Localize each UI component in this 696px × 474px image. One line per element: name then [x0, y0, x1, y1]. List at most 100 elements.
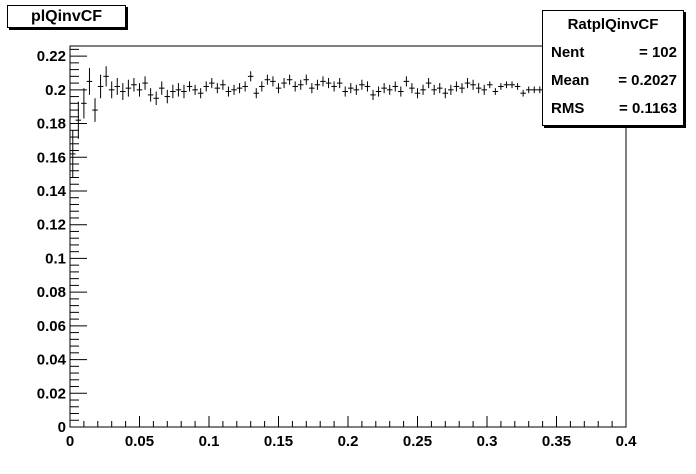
data-point: [153, 91, 159, 106]
canvas-title: plQinvCF: [7, 5, 126, 28]
data-point: [131, 78, 137, 92]
data-point: [303, 74, 310, 85]
x-tick-label: 0.15: [264, 433, 293, 450]
data-point: [231, 84, 237, 95]
stats-value: = 0.1163: [619, 100, 677, 117]
y-tick-label: 0.02: [37, 385, 66, 402]
data-point: [531, 86, 538, 94]
data-point: [436, 83, 443, 94]
data-point: [164, 89, 171, 104]
data-point: [86, 67, 93, 95]
stats-label: Nent: [551, 44, 585, 61]
data-point: [186, 81, 193, 92]
data-point: [537, 86, 543, 94]
data-point: [309, 83, 315, 94]
data-point: [108, 81, 115, 99]
data-point: [420, 84, 426, 95]
data-point: [392, 81, 399, 92]
data-point: [253, 88, 260, 99]
stats-row-mean: Mean = 0.2027: [551, 72, 677, 89]
data-point: [475, 83, 482, 94]
data-point: [292, 81, 298, 92]
stats-row-rms: RMS = 0.1163: [551, 100, 677, 117]
data-point: [492, 88, 499, 95]
data-point: [264, 74, 271, 85]
stats-value: = 102: [639, 44, 677, 61]
x-tick-label: 0.25: [403, 433, 432, 450]
data-point: [453, 81, 460, 92]
y-tick-label: 0.16: [37, 149, 66, 166]
y-tick-label: 0.04: [37, 352, 67, 369]
y-tick-label: 0.12: [37, 217, 66, 234]
data-point: [470, 79, 476, 90]
data-point: [97, 74, 104, 99]
y-tick-label: 0.14: [37, 183, 67, 200]
data-point: [247, 71, 254, 82]
data-point: [342, 86, 348, 97]
x-tick-label: 0.3: [477, 433, 498, 450]
stats-title: RatplQinvCF: [567, 16, 659, 33]
data-point: [525, 86, 532, 94]
data-point: [503, 81, 510, 89]
x-tick-label: 0.4: [616, 433, 638, 450]
data-point: [203, 81, 209, 92]
data-point: [520, 89, 526, 97]
data-point: [464, 78, 471, 89]
data-point: [375, 86, 382, 97]
stats-label: RMS: [551, 100, 585, 117]
stats-value: = 0.2027: [618, 72, 677, 89]
data-point: [209, 78, 215, 89]
data-point: [286, 74, 293, 85]
data-point: [142, 76, 148, 90]
data-point: [70, 130, 76, 178]
data-point: [103, 66, 109, 87]
data-point: [409, 83, 415, 94]
data-point: [275, 83, 282, 94]
data-point: [336, 78, 343, 89]
data-point: [314, 79, 321, 90]
data-points: [70, 66, 626, 178]
data-point: [158, 81, 165, 95]
data-point: [353, 84, 360, 95]
data-point: [270, 76, 276, 87]
data-point: [214, 83, 221, 94]
data-point: [181, 84, 187, 99]
data-point: [125, 79, 132, 97]
data-point: [297, 79, 304, 90]
data-point: [459, 83, 465, 94]
data-point: [197, 88, 204, 99]
axes: 0 0.05 0.1 0.15 0.2 0.25 0.3 0.35 0.4 0 0.02 0.04 0.…: [37, 48, 637, 450]
x-tick-label: 0.1: [199, 433, 220, 450]
y-tick-label: 0.06: [37, 318, 66, 335]
data-point: [442, 88, 449, 99]
data-point: [75, 101, 82, 139]
data-point: [170, 84, 176, 99]
data-point: [398, 86, 404, 97]
data-point: [320, 76, 326, 87]
data-point: [403, 76, 410, 87]
y-tick-label: 0.08: [37, 284, 66, 301]
data-point: [431, 84, 437, 95]
data-point: [192, 84, 198, 95]
data-point: [348, 83, 354, 94]
x-tick-label: 0: [66, 433, 74, 450]
data-point: [481, 84, 487, 95]
data-point: [325, 78, 332, 89]
data-point: [364, 81, 371, 92]
stats-label: Mean: [551, 72, 590, 89]
y-tick-label: 0.1: [45, 250, 66, 267]
data-point: [259, 81, 265, 92]
data-point: [175, 83, 182, 97]
data-point: [81, 88, 87, 119]
data-point: [242, 81, 248, 92]
data-point: [147, 88, 154, 102]
y-tick-label: 0.2: [45, 82, 66, 99]
data-point: [331, 81, 337, 92]
data-point: [425, 78, 432, 89]
data-point: [386, 84, 393, 95]
data-point: [120, 83, 126, 100]
data-point: [487, 81, 493, 89]
y-tick-label: 0: [58, 419, 66, 436]
data-point: [498, 83, 504, 90]
data-point: [414, 88, 421, 99]
